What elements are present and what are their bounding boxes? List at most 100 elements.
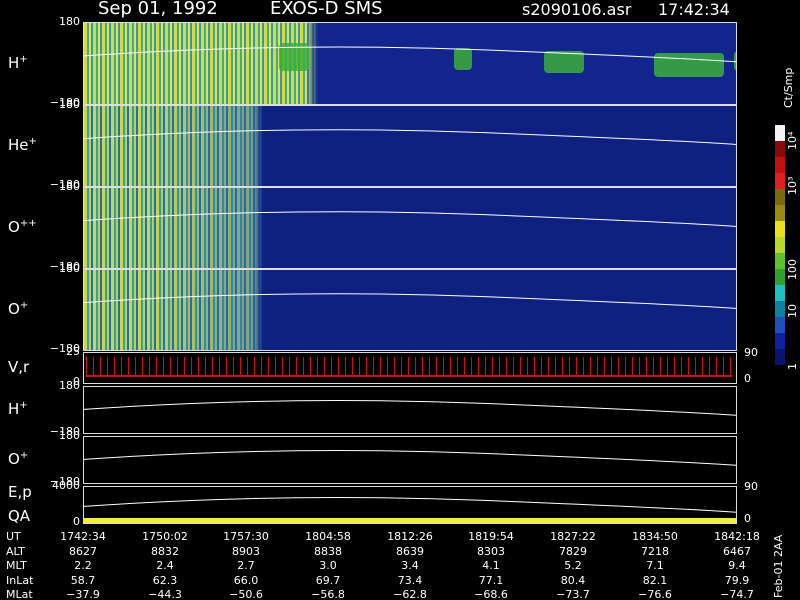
trace-line — [84, 293, 736, 309]
y-tick-label: 180 — [59, 15, 80, 28]
file: s2090106.asr — [522, 0, 632, 19]
colorbar-cell — [775, 333, 785, 349]
table-cell: 8838 — [314, 544, 342, 558]
table-cell: 8832 — [151, 544, 179, 558]
table-cell: 7218 — [641, 544, 669, 558]
y-tick-label: 0 — [73, 515, 80, 528]
spectrogram-patch — [734, 51, 736, 71]
footer: Feb-01 2AA — [772, 534, 785, 598]
label-text: O — [8, 218, 20, 236]
panel — [83, 105, 737, 187]
table-cell: 1804:58 — [305, 530, 351, 543]
panel-label: H+ — [8, 400, 28, 418]
panel — [83, 352, 737, 384]
trace — [84, 496, 736, 513]
y-tick-label: 180 — [59, 429, 80, 442]
row-label: MLat — [6, 588, 33, 600]
time: 17:42:34 — [658, 0, 730, 19]
panel — [83, 187, 737, 269]
colorbar-title: Ct/Smp — [782, 67, 795, 108]
y-tick-label: −180 — [49, 178, 80, 191]
colorbar-cell — [775, 301, 785, 317]
table-cell: 6467 — [723, 544, 751, 558]
colorbar-label: 1 — [786, 363, 799, 370]
panel-label: O+ — [8, 300, 28, 318]
y-tick-label: 25 — [66, 345, 80, 358]
label-text: V,r — [8, 358, 30, 376]
trace — [84, 46, 736, 63]
colorbar-label: 10 — [786, 304, 799, 318]
trace — [84, 129, 736, 145]
y2-tick-label: 0 — [744, 372, 751, 385]
table-cell: 8639 — [396, 544, 424, 558]
label-sup: + — [19, 400, 28, 411]
label-sup: ++ — [19, 218, 37, 229]
trace — [84, 399, 736, 416]
y-tick-label: 4000 — [52, 479, 80, 492]
panel-label: V,r — [8, 358, 29, 376]
table-cell: 1750:02 — [142, 530, 188, 543]
table-cell: 3.0 — [319, 559, 337, 572]
table-cell: 1812:26 — [387, 530, 433, 543]
y-tick-label: 180 — [59, 262, 80, 275]
instrument: EXOS-D SMS — [270, 0, 383, 19]
label-sup: + — [19, 450, 29, 461]
colorbar-cell — [775, 349, 785, 365]
y2-tick-label: 90 — [744, 480, 758, 493]
table-cell: 1834:50 — [632, 530, 678, 543]
colorbar-cell — [775, 317, 785, 333]
table-cell: 8627 — [69, 544, 97, 558]
table-cell: −76.6 — [638, 588, 672, 600]
table-cell: 9.4 — [728, 559, 746, 572]
y-tick-label: −180 — [49, 342, 80, 355]
trace-line — [84, 496, 736, 513]
trace-line — [84, 46, 736, 63]
table-cell: −37.9 — [66, 588, 100, 600]
label-sup: + — [19, 300, 29, 311]
spectrogram-patch — [654, 53, 724, 77]
y-tick-label: −180 — [49, 260, 80, 273]
table-cell: 4.1 — [482, 559, 500, 572]
qa-bar — [84, 518, 736, 523]
trace-line — [84, 129, 736, 145]
y-tick-label: 0 — [73, 375, 80, 388]
label-text: H — [8, 53, 20, 72]
table-cell: −50.6 — [229, 588, 263, 600]
colorbar-cell — [775, 253, 785, 269]
panel — [83, 486, 737, 524]
table-cell: −73.7 — [556, 588, 590, 600]
trace — [84, 449, 736, 466]
panel — [83, 269, 737, 351]
table-cell: 1819:54 — [468, 530, 514, 543]
colorbar-label: 10³ — [786, 176, 799, 195]
panel — [83, 22, 737, 105]
y-tick-label: −180 — [49, 425, 80, 438]
table-cell: 7829 — [559, 544, 587, 558]
y-tick-label: 180 — [59, 98, 80, 111]
panel-label: E,p — [8, 483, 32, 501]
colorbar-cell — [775, 173, 785, 189]
table-cell: −74.7 — [720, 588, 754, 600]
y-tick-label: 180 — [59, 180, 80, 193]
colorbar-cell — [775, 125, 785, 141]
trace — [84, 211, 736, 227]
panel — [83, 436, 737, 484]
trace-line — [84, 399, 736, 416]
label-text: E,p — [8, 483, 32, 501]
colorbar-cell — [775, 285, 785, 301]
table-cell: 69.7 — [315, 573, 341, 587]
y2-tick-label: 0 — [744, 512, 751, 525]
sawtooth — [86, 357, 732, 377]
colorbar-cell — [775, 221, 785, 237]
panel-label: O++ — [8, 218, 37, 236]
table-cell: 8903 — [232, 544, 260, 558]
table-cell: 2.2 — [74, 559, 92, 572]
table-cell: 3.4 — [401, 559, 419, 572]
table-cell: −56.8 — [311, 588, 345, 600]
table-cell: 66.0 — [233, 573, 259, 587]
colorbar-cell — [775, 157, 785, 173]
table-cell: 58.7 — [70, 573, 96, 587]
label-sup: + — [28, 136, 37, 147]
table-cell: 8303 — [477, 544, 505, 558]
